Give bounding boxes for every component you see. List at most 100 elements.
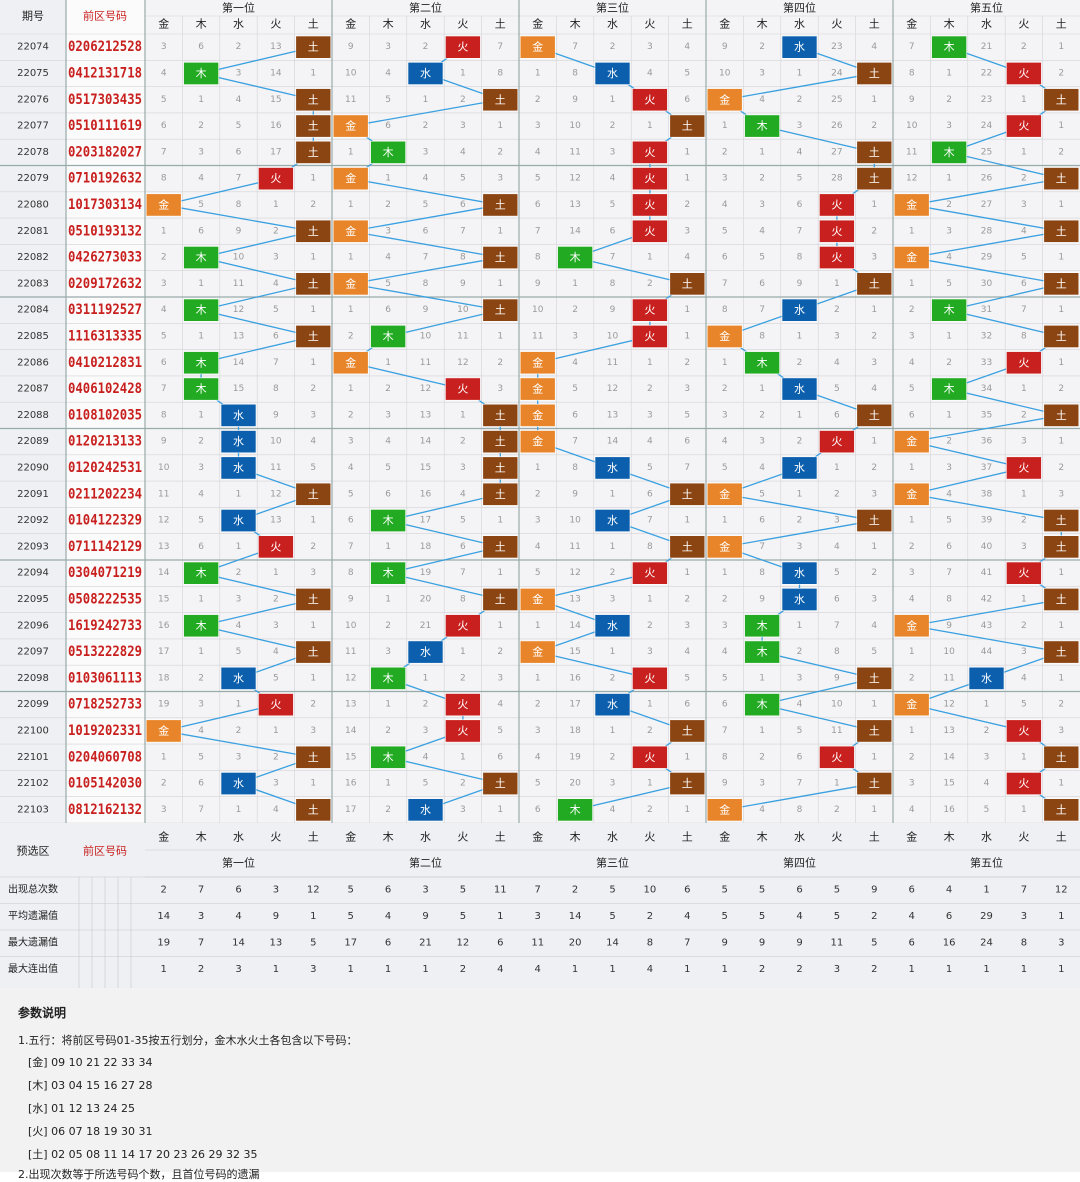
omission-value: 2 <box>385 200 391 210</box>
omission-value: 4 <box>1021 226 1027 236</box>
omission-value: 7 <box>273 358 279 368</box>
element-marker-shui <box>220 509 257 532</box>
omission-value: 2 <box>1021 174 1027 184</box>
omission-value: 1 <box>236 805 242 815</box>
header-element-shui: 水 <box>233 18 244 31</box>
omission-value: 5 <box>1021 700 1027 710</box>
summary-header-element-jin: 金 <box>158 830 169 844</box>
trend-line <box>911 493 1062 522</box>
omission-value: 3 <box>497 384 503 394</box>
omission-value: 1 <box>348 384 354 394</box>
element-marker-tu <box>482 88 519 112</box>
omission-value: 1 <box>871 700 877 710</box>
element-marker-label: 水 <box>233 672 244 685</box>
period-cell: 22079 <box>17 173 49 184</box>
element-marker-label: 木 <box>383 514 394 527</box>
front-numbers-cell: 0410212831 <box>68 355 142 371</box>
omission-value: 37 <box>981 463 992 473</box>
summary-value: 11 <box>494 885 507 896</box>
element-marker-shui <box>781 298 818 322</box>
omission-value: 7 <box>572 42 578 52</box>
element-marker-tu <box>482 298 519 322</box>
omission-value: 17 <box>158 647 169 657</box>
element-marker-label: 土 <box>869 277 880 290</box>
element-marker-huo <box>632 167 668 191</box>
element-marker-mu <box>744 693 780 717</box>
summary-header-element-huo: 火 <box>457 831 468 844</box>
omission-value: 2 <box>310 542 316 552</box>
omission-value: 1 <box>759 147 765 157</box>
trend-line <box>387 546 501 574</box>
summary-value: 9 <box>759 938 765 949</box>
header-position-3: 第三位 <box>596 1 629 15</box>
element-marker-jin <box>893 193 930 217</box>
element-marker-shui <box>594 614 631 638</box>
omission-value: 1 <box>946 68 952 78</box>
summary-value: 2 <box>871 964 877 975</box>
omission-value: 4 <box>647 437 653 447</box>
omission-value: 3 <box>497 673 503 683</box>
period-cell: 22092 <box>17 515 49 526</box>
element-marker-mu <box>183 351 219 375</box>
element-marker-tu <box>856 509 893 532</box>
summary-value: 14 <box>606 938 619 949</box>
omission-value: 10 <box>831 700 843 710</box>
omission-value: 1 <box>1021 805 1027 815</box>
trend-line <box>948 309 1062 338</box>
omission-value: 1 <box>348 147 354 157</box>
element-marker-label: 木 <box>383 751 394 764</box>
element-marker-label: 火 <box>644 672 655 685</box>
element-marker-label: 土 <box>682 120 693 133</box>
summary-value: 5 <box>609 911 615 922</box>
summary-value: 20 <box>569 938 582 949</box>
omission-value: 1 <box>497 279 503 289</box>
omission-value: 24 <box>981 121 993 131</box>
omission-value: 1 <box>871 437 877 447</box>
omission-value: 43 <box>981 621 992 631</box>
omission-value: 32 <box>981 331 992 341</box>
element-marker-label: 土 <box>308 146 319 159</box>
omission-value: 17 <box>345 805 356 815</box>
omission-value: 4 <box>161 305 167 315</box>
element-marker-huo <box>1006 772 1042 796</box>
omission-value: 2 <box>946 200 952 210</box>
omission-value: 27 <box>981 200 992 210</box>
trend-line <box>724 782 875 811</box>
omission-value: 20 <box>420 594 432 604</box>
omission-value: 15 <box>345 752 356 762</box>
summary-header-element-huo: 火 <box>270 831 281 844</box>
omission-value: 2 <box>684 358 690 368</box>
summary-value: 2 <box>198 964 204 975</box>
element-marker-jin <box>893 430 930 454</box>
element-marker-huo <box>632 324 668 348</box>
omission-value: 3 <box>647 647 653 657</box>
trend-line <box>200 46 314 75</box>
omission-value: 5 <box>460 174 466 184</box>
omission-value: 6 <box>198 542 204 552</box>
summary-value: 5 <box>460 911 466 922</box>
element-marker-mu <box>183 61 219 85</box>
omission-value: 3 <box>460 463 466 473</box>
omission-value: 7 <box>797 779 803 789</box>
summary-value: 2 <box>796 964 802 975</box>
element-marker-label: 金 <box>906 697 917 711</box>
summary-value: 6 <box>946 911 952 922</box>
front-numbers-cell: 1116313335 <box>68 328 142 344</box>
omission-value: 5 <box>310 463 316 473</box>
element-marker-label: 土 <box>308 488 319 501</box>
omission-value: 3 <box>797 673 803 683</box>
trend-line <box>724 72 875 101</box>
element-marker-huo <box>819 193 855 217</box>
element-marker-label: 金 <box>719 539 730 553</box>
element-marker-jin <box>519 640 556 664</box>
element-marker-label: 土 <box>869 724 880 737</box>
omission-value: 2 <box>759 752 765 762</box>
element-marker-label: 土 <box>495 409 506 422</box>
omission-value: 1 <box>647 358 653 368</box>
summary-value: 5 <box>609 885 615 896</box>
omission-value: 1 <box>348 305 354 315</box>
element-marker-tu <box>669 719 706 743</box>
trend-line <box>948 151 1062 180</box>
element-marker-label: 火 <box>457 619 468 632</box>
omission-value: 6 <box>198 42 204 52</box>
